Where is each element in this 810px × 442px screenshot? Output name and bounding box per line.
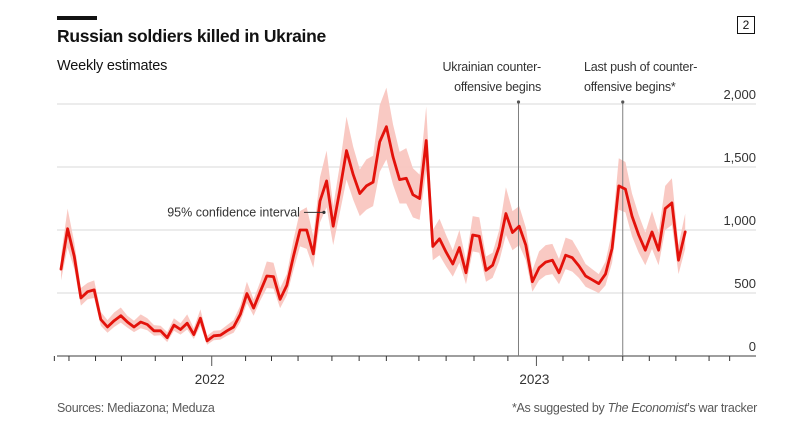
- footnote-suffix: ’s war tracker: [687, 401, 757, 415]
- chart-subtitle: Weekly estimates: [57, 58, 168, 74]
- annotation-counteroffensive-line2: offensive begins: [454, 80, 541, 94]
- x-tick-label-2022: 2022: [195, 372, 225, 387]
- x-axis: [53, 355, 756, 366]
- confidence-interval-label-text: 95% confidence interval: [167, 205, 300, 219]
- y-tick-label-2000: 2,000: [723, 87, 756, 102]
- annotation-counteroffensive: Ukrainian counter- offensive begins: [442, 57, 541, 97]
- confidence-interval-label: 95% confidence interval: [167, 205, 326, 219]
- x-axis-labels: 2022 2023: [195, 372, 550, 387]
- annotation-dot-1: [621, 100, 625, 104]
- annotation-last-push-line2: offensive begins*: [584, 80, 676, 94]
- confidence-interval-band: [61, 87, 686, 345]
- weekly-estimate-line: [59, 125, 687, 343]
- annotation-last-push-line1: Last push of counter-: [584, 60, 698, 74]
- y-tick-label-1000: 1,000: [723, 213, 756, 228]
- chart-title: Russian soldiers killed in Ukraine: [57, 26, 326, 46]
- confidence-band: [61, 87, 686, 345]
- chart-number-badge: 2: [737, 16, 755, 34]
- confidence-interval-arrow-dot: [322, 210, 326, 214]
- annotation-counteroffensive-line1: Ukrainian counter-: [442, 60, 541, 74]
- annotation-dot-0: [516, 100, 521, 104]
- sources-note: Sources: Mediazona; Meduza: [57, 401, 215, 415]
- footnote-publication: The Economist: [607, 401, 688, 415]
- title-accent-bar: [57, 16, 97, 20]
- y-tick-label-1500: 1,500: [723, 150, 756, 165]
- series-line: [59, 125, 687, 343]
- y-tick-label-500: 500: [734, 276, 756, 291]
- annotation-last-push: Last push of counter- offensive begins*: [584, 57, 697, 97]
- footnote-prefix: *As suggested by: [511, 401, 608, 415]
- footnote: *As suggested by The Economist’s war tra…: [512, 401, 757, 415]
- annotation-lines: [516, 100, 625, 356]
- y-axis-labels: 0 500 1,000 1,500 2,000: [723, 87, 756, 354]
- x-tick-label-2023: 2023: [519, 372, 549, 387]
- y-tick-label-0: 0: [749, 339, 756, 354]
